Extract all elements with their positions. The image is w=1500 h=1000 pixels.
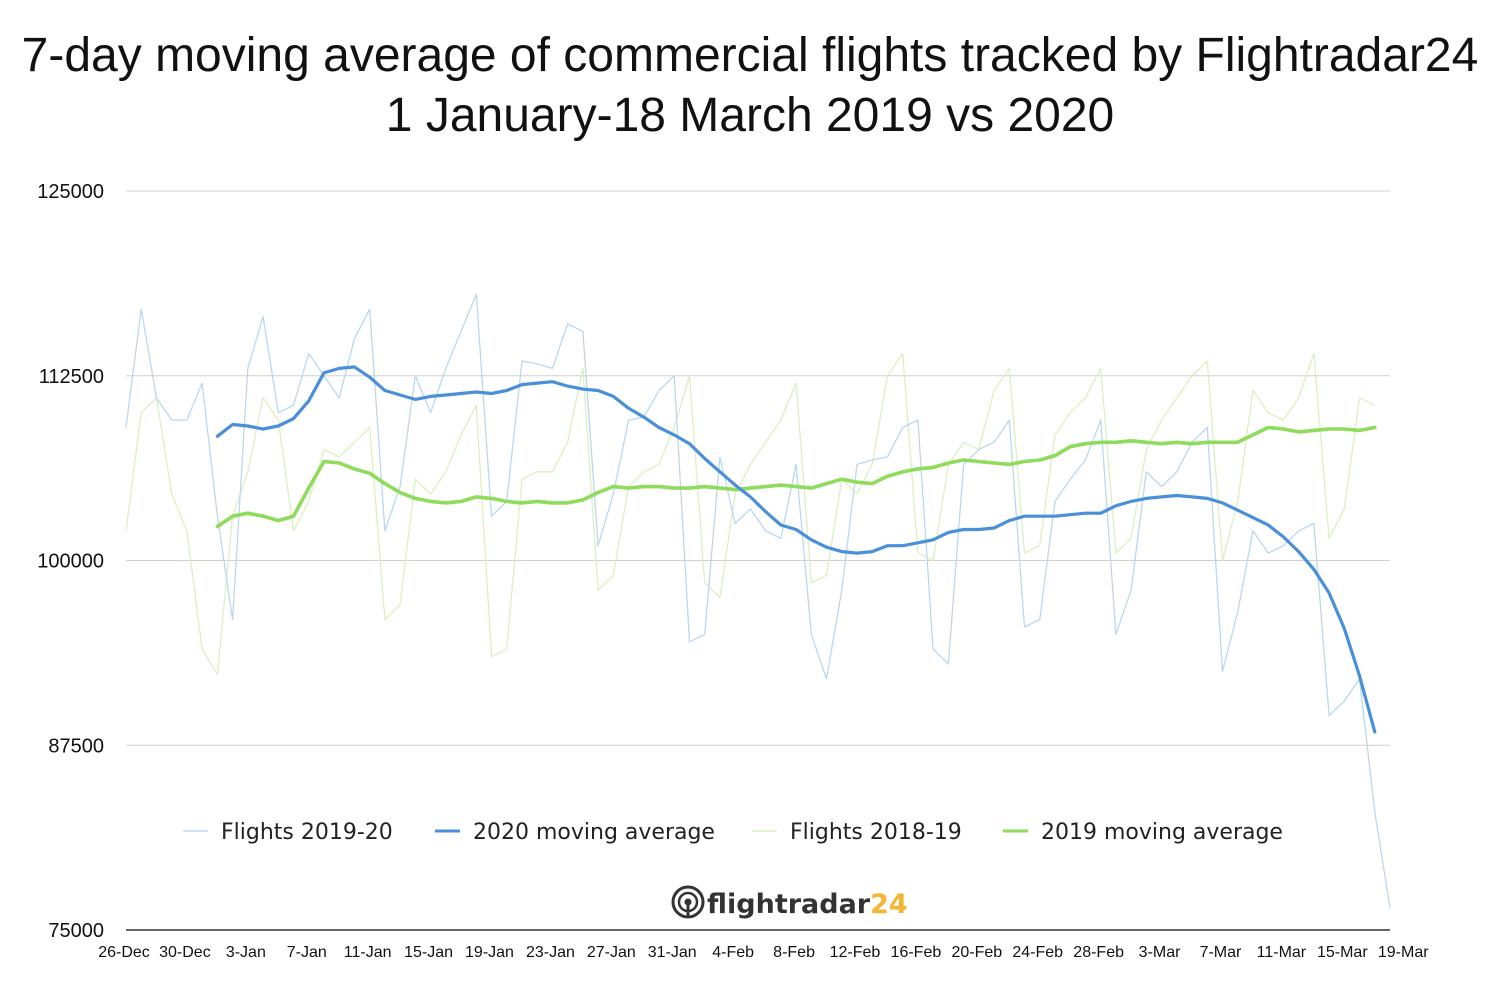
y-tick-label: 87500: [48, 735, 104, 757]
y-tick-label: 125000: [37, 181, 104, 203]
y-tick-label: 75000: [48, 920, 104, 942]
legend-label: 2019 moving average: [1041, 820, 1283, 845]
x-tick-label: 28-Feb: [1073, 944, 1124, 961]
x-tick-label: 11-Jan: [344, 944, 392, 961]
series-line-2020-moving-average: [215, 365, 1377, 734]
gridlines: [126, 190, 1390, 931]
y-tick-label: 100000: [37, 551, 104, 573]
x-tick-label: 19-Mar: [1378, 944, 1429, 961]
chart-subtitle: 1 January-18 March 2019 vs 2020: [385, 89, 1115, 142]
x-tick-label: 19-Jan: [465, 944, 514, 961]
x-axis-ticks: 26-Dec 30-Dec 3-Jan 7-Jan 11-Jan 15-Jan 19-Jan…: [98, 944, 1429, 961]
series-lines: [125, 293, 1391, 909]
x-tick-label: 15-Mar: [1317, 944, 1368, 961]
radar-icon: [671, 885, 705, 919]
x-tick-label: 26-Dec: [98, 944, 150, 961]
series-line-2019-moving-average: [215, 425, 1377, 529]
legend: Flights 2019-20 2020 moving average Flight…: [183, 820, 1283, 845]
x-tick-label: 8-Feb: [773, 944, 815, 961]
x-tick-label: 7-Jan: [287, 944, 327, 961]
legend-label: Flights 2019-20: [221, 820, 393, 845]
logo-text: flightradar24: [707, 889, 908, 920]
x-tick-label: 23-Jan: [526, 944, 575, 961]
series-line-flights-2019-20: [125, 293, 1391, 909]
y-axis-ticks: 125000 112500 100000 87500 75000: [37, 181, 104, 942]
y-tick-label: 112500: [39, 366, 104, 388]
flightradar24-logo: flightradar24: [671, 885, 908, 920]
legend-label: 2020 moving average: [473, 820, 715, 845]
x-tick-label: 15-Jan: [404, 944, 453, 961]
x-tick-label: 24-Feb: [1012, 944, 1063, 961]
x-tick-label: 11-Mar: [1257, 944, 1307, 961]
x-tick-label: 4-Feb: [712, 944, 754, 961]
x-tick-label: 7-Mar: [1200, 944, 1242, 961]
chart-title-main: 7-day moving average of commercial fligh…: [21, 29, 1479, 82]
chart-title: 7-day moving average of commercial fligh…: [0, 26, 1500, 146]
x-tick-label: 31-Jan: [648, 944, 697, 961]
x-tick-label: 3-Jan: [226, 944, 266, 961]
legend-label: Flights 2018-19: [790, 820, 962, 845]
x-tick-label: 27-Jan: [587, 944, 636, 961]
x-tick-label: 16-Feb: [891, 944, 942, 961]
x-tick-label: 20-Feb: [951, 944, 1002, 961]
series-line-flights-2018-19: [125, 352, 1376, 675]
x-tick-label: 12-Feb: [830, 944, 881, 961]
x-tick-label: 3-Mar: [1139, 944, 1181, 961]
x-tick-label: 30-Dec: [159, 944, 211, 961]
